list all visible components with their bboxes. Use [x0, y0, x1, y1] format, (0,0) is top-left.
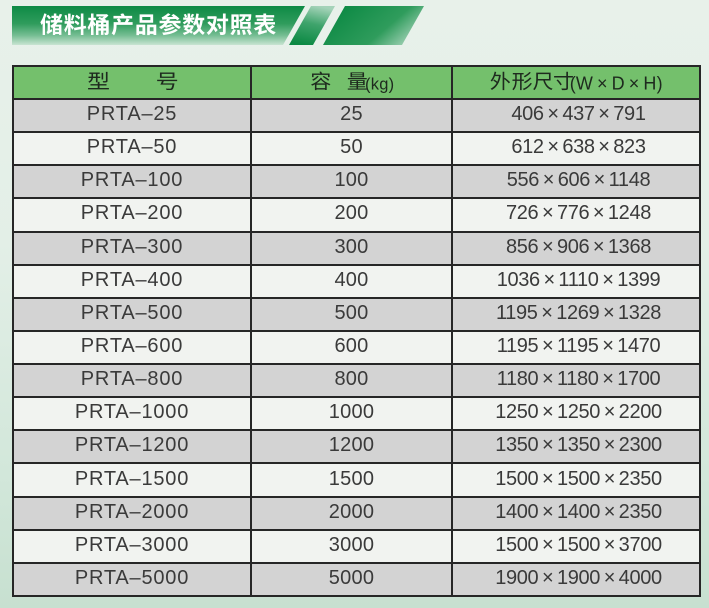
svg-text:(W × D × H): (W × D × H) [570, 73, 663, 93]
svg-text:(kg): (kg) [365, 75, 394, 93]
